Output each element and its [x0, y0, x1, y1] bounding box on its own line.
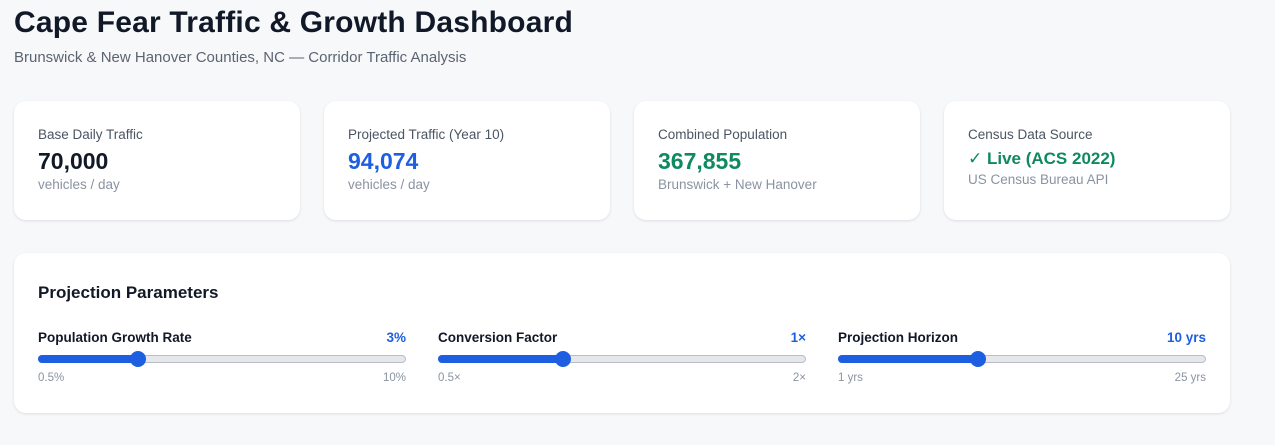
stat-sub: vehicles / day	[348, 177, 430, 193]
slider-label: Projection Horizon	[838, 330, 959, 345]
stat-sub: vehicles / day	[38, 177, 120, 193]
conversion-factor-thumb[interactable]	[555, 351, 572, 367]
slider-group: Population Growth Rate 3% 0.5% 10% Conve…	[38, 330, 1206, 384]
slider-value: 10 yrs	[1166, 330, 1206, 345]
slider-label: Population Growth Rate	[38, 330, 192, 345]
stat-card-base-traffic: Base Daily Traffic 70,000 vehicles / day	[14, 101, 300, 220]
stat-label: Base Daily Traffic	[38, 127, 143, 142]
projection-parameters-card: Projection Parameters Population Growth …	[14, 253, 1230, 413]
slider-conversion-factor: Conversion Factor 1× 0.5× 2×	[438, 330, 806, 384]
slider-projection-horizon: Projection Horizon 10 yrs 1 yrs 25 yrs	[838, 330, 1206, 384]
slider-min-label: 1 yrs	[838, 372, 863, 384]
stat-value: 70,000	[38, 148, 109, 174]
conversion-factor-track[interactable]	[438, 351, 806, 367]
projection-horizon-fill	[838, 355, 978, 363]
page-title: Cape Fear Traffic & Growth Dashboard	[14, 6, 573, 39]
stat-value: 367,855	[658, 148, 742, 174]
slider-max-label: 2×	[792, 372, 806, 384]
page-subtitle: Brunswick & New Hanover Counties, NC — C…	[14, 49, 467, 66]
stat-label: Combined Population	[658, 127, 788, 142]
stat-value: 94,074	[348, 148, 419, 174]
params-title: Projection Parameters	[38, 283, 219, 302]
conversion-factor-fill	[438, 355, 563, 363]
slider-min-label: 0.5×	[438, 372, 461, 384]
stat-label: Census Data Source	[968, 127, 1093, 142]
slider-max-label: 25 yrs	[1174, 372, 1206, 384]
slider-growth-rate: Population Growth Rate 3% 0.5% 10%	[38, 330, 406, 384]
stat-card-combined-population: Combined Population 367,855 Brunswick + …	[634, 101, 920, 220]
slider-value: 1×	[790, 330, 806, 345]
stat-card-projected-traffic: Projected Traffic (Year 10) 94,074 vehic…	[324, 101, 610, 220]
growth-rate-track[interactable]	[38, 351, 406, 367]
stat-cards: Base Daily Traffic 70,000 vehicles / day…	[14, 101, 1230, 220]
slider-max-label: 10%	[382, 372, 406, 384]
growth-rate-thumb[interactable]	[129, 351, 146, 367]
projection-horizon-track[interactable]	[838, 351, 1206, 367]
slider-label: Conversion Factor	[438, 330, 558, 345]
growth-rate-fill	[38, 355, 137, 363]
projection-horizon-thumb[interactable]	[970, 351, 987, 367]
slider-min-label: 0.5%	[38, 372, 65, 384]
stat-label: Projected Traffic (Year 10)	[348, 127, 505, 142]
stat-sub: US Census Bureau API	[968, 171, 1109, 187]
census-status-badge: ✓ Live (ACS 2022)	[968, 149, 1116, 168]
stat-sub: Brunswick + New Hanover	[658, 177, 817, 193]
slider-value: 3%	[386, 330, 406, 345]
stat-card-census-source: Census Data Source ✓ Live (ACS 2022) US …	[944, 101, 1230, 220]
